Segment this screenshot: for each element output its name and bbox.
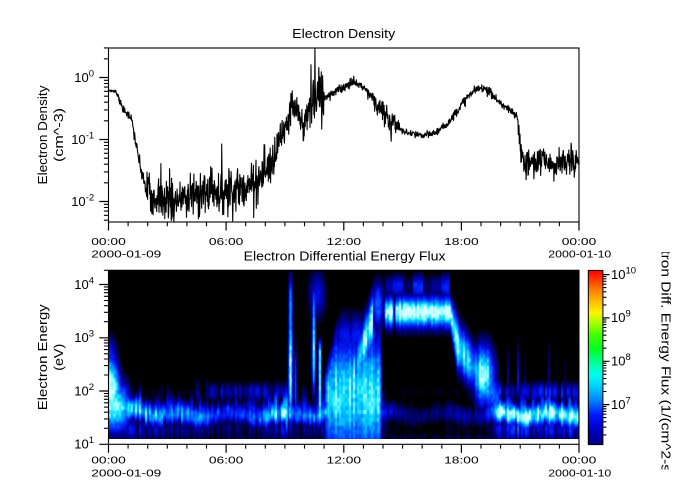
svg-text:12:00: 12:00	[327, 236, 362, 248]
svg-text:10: 10	[74, 70, 88, 85]
svg-text:00:00: 00:00	[562, 455, 597, 467]
svg-text:10: 10	[74, 330, 88, 345]
svg-text:10: 10	[611, 354, 625, 369]
svg-text:06:00: 06:00	[209, 236, 244, 248]
svg-text:(eV): (eV)	[51, 344, 66, 371]
svg-text:0: 0	[89, 68, 94, 79]
svg-text:10: 10	[74, 383, 88, 398]
svg-text:3: 3	[89, 329, 94, 340]
svg-text:Electron Density: Electron Density	[35, 85, 50, 185]
svg-text:2: 2	[89, 382, 94, 393]
svg-text:10: 10	[611, 267, 625, 282]
svg-text:12:00: 12:00	[327, 455, 362, 467]
svg-text:10: 10	[611, 310, 625, 325]
svg-text:2000-01-09: 2000-01-09	[91, 249, 161, 261]
svg-text:10: 10	[71, 132, 85, 147]
svg-text:(cm^-3): (cm^-3)	[51, 108, 66, 162]
svg-text:18:00: 18:00	[444, 455, 479, 467]
svg-text:Electron Differential Energy F: Electron Differential Energy Flux	[244, 249, 447, 264]
svg-text:Electron Diff. Energy Flux (1/: Electron Diff. Energy Flux (1/(cm^2-s-sr…	[659, 220, 674, 492]
svg-text:10: 10	[611, 397, 625, 412]
svg-text:Electron Energy: Electron Energy	[35, 304, 50, 411]
svg-text:10: 10	[74, 437, 88, 452]
svg-text:00:00: 00:00	[91, 455, 126, 467]
svg-text:10: 10	[74, 277, 88, 292]
svg-text:2000-01-09: 2000-01-09	[91, 467, 161, 479]
svg-text:4: 4	[89, 275, 94, 286]
svg-text:Electron Density: Electron Density	[292, 26, 396, 41]
svg-text:1: 1	[89, 435, 94, 446]
svg-text:7: 7	[626, 395, 631, 406]
svg-text:2000-01-10: 2000-01-10	[548, 467, 611, 479]
svg-text:9: 9	[626, 309, 631, 320]
svg-text:00:00: 00:00	[91, 236, 126, 248]
svg-text:10: 10	[71, 194, 85, 209]
svg-text:10: 10	[626, 265, 637, 276]
svg-text:2000-01-10: 2000-01-10	[548, 249, 611, 261]
svg-text:06:00: 06:00	[209, 455, 244, 467]
svg-text:-2: -2	[86, 192, 94, 203]
svg-text:18:00: 18:00	[444, 236, 479, 248]
svg-text:00:00: 00:00	[562, 236, 597, 248]
svg-text:-1: -1	[86, 130, 94, 141]
svg-text:8: 8	[626, 352, 631, 363]
